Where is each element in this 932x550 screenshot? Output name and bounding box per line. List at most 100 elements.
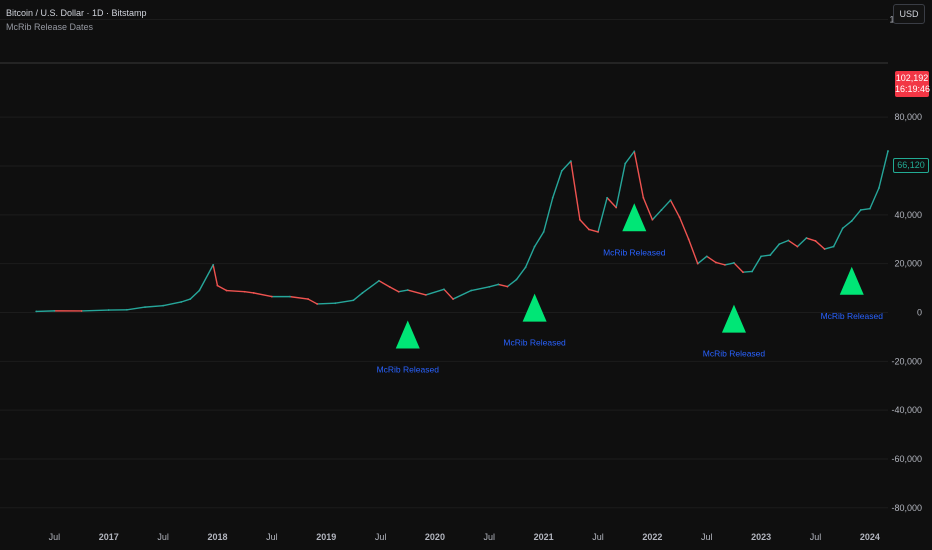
indicator-title[interactable]: McRib Release Dates	[6, 22, 94, 32]
price-segment	[606, 197, 617, 209]
price-point	[887, 150, 889, 152]
y-tick-label: 0	[917, 307, 922, 317]
price-point	[560, 169, 563, 172]
price-segment	[80, 309, 110, 312]
x-tick-label: 2021	[534, 532, 554, 542]
price-segment	[796, 237, 808, 248]
currency-button[interactable]: USD	[893, 4, 925, 24]
price-point	[378, 279, 380, 282]
price-segment	[189, 289, 201, 300]
mcrib-marker-triangle	[622, 203, 647, 232]
price-segment	[388, 286, 400, 293]
x-tick-label: Jul	[49, 532, 61, 542]
price-point	[270, 295, 273, 298]
price-point	[443, 288, 445, 291]
bar-countdown: 16:19:46	[895, 84, 931, 94]
price-point	[769, 254, 772, 257]
y-tick-label: 40,000	[894, 210, 922, 220]
mcrib-marker-label: McRib Released	[603, 247, 666, 257]
price-point	[669, 199, 672, 202]
price-segment	[841, 220, 853, 229]
price-segment	[660, 199, 672, 211]
price-point	[452, 298, 454, 300]
price-point	[406, 289, 409, 291]
last-price-value: 102,192	[895, 73, 929, 83]
price-segment	[814, 240, 826, 250]
price-segment	[443, 288, 454, 300]
price-point	[633, 150, 636, 153]
price-point	[488, 285, 491, 288]
price-segment	[715, 261, 726, 266]
price-point	[615, 206, 618, 209]
series-last-value-tag: 66,120	[893, 158, 929, 173]
price-segment	[307, 298, 318, 305]
price-segment	[570, 160, 581, 221]
price-segment	[35, 310, 56, 313]
price-segment	[633, 150, 645, 199]
price-point	[243, 290, 246, 293]
price-point	[651, 218, 654, 221]
price-point	[542, 231, 545, 233]
price-segment	[760, 254, 771, 258]
y-tick-label: 80,000	[894, 112, 922, 122]
price-point	[334, 302, 337, 305]
price-segment	[751, 255, 762, 273]
price-point	[252, 292, 255, 294]
price-segment	[624, 150, 635, 165]
price-segment	[162, 301, 182, 307]
price-point	[506, 285, 509, 288]
x-tick-label: 2019	[316, 532, 336, 542]
x-tick-label: Jul	[266, 532, 278, 542]
price-segment	[515, 266, 527, 281]
chart-title[interactable]: Bitcoin / U.S. Dollar · 1D · Bitstamp	[6, 8, 147, 18]
price-point	[832, 245, 835, 248]
price-segment	[579, 219, 590, 231]
mcrib-marker-triangle	[721, 304, 746, 333]
x-tick-label: 2023	[751, 532, 771, 542]
price-segment	[180, 298, 191, 303]
price-point	[497, 283, 500, 286]
price-segment	[615, 162, 626, 209]
y-tick-label: -60,000	[891, 454, 922, 464]
price-point	[696, 262, 699, 265]
price-segment	[724, 262, 735, 266]
price-point	[687, 238, 690, 241]
price-segment	[733, 262, 744, 273]
price-segment	[352, 292, 364, 301]
price-segment	[497, 283, 509, 288]
price-point	[397, 290, 400, 293]
price-point	[714, 261, 717, 264]
price-segment	[378, 280, 391, 288]
x-tick-label: 2020	[425, 532, 445, 542]
mcrib-marker-label: McRib Released	[377, 364, 440, 374]
x-axis: Jul 2017 Jul 2018 Jul 2019 Jul 2020 Jul 2021 Jul 20…	[49, 532, 880, 542]
y-tick-label: -80,000	[891, 503, 922, 513]
x-tick-label: Jul	[157, 532, 169, 542]
price-segment	[225, 289, 246, 293]
price-segment	[869, 187, 880, 210]
x-tick-label: Jul	[592, 532, 604, 542]
price-segment	[588, 228, 599, 233]
price-point	[850, 220, 853, 222]
price-segment	[407, 289, 427, 296]
price-point	[35, 310, 38, 313]
y-tick-label: -40,000	[891, 405, 922, 415]
price-point	[642, 196, 645, 199]
price-point	[569, 160, 572, 163]
mcrib-marker-label: McRib Released	[503, 338, 566, 348]
price-segment	[524, 245, 536, 269]
price-segment	[778, 239, 790, 245]
x-tick-label: Jul	[375, 532, 387, 542]
price-segment	[198, 264, 214, 292]
price-segment	[425, 288, 445, 296]
price-segment	[805, 237, 817, 242]
mcrib-marker-label: McRib Released	[821, 311, 884, 321]
price-point	[515, 278, 518, 281]
price-point	[125, 308, 128, 311]
price-point	[533, 245, 536, 248]
price-point	[787, 239, 790, 242]
price-point	[606, 196, 609, 199]
price-segment	[533, 231, 545, 248]
price-point	[624, 162, 627, 165]
